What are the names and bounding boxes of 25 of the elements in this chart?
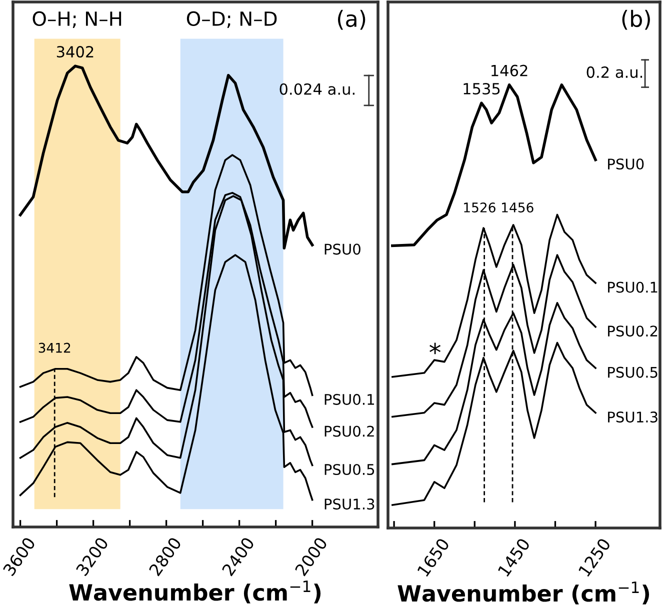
series-label: PSU1.3	[324, 498, 374, 510]
series-label: PSU0.1	[608, 282, 658, 293]
series-label: PSU0.2	[324, 426, 374, 437]
x-axis-title: Wavenumber (cm$^{−1}$)	[398, 582, 650, 604]
ref-line-label: 1526	[464, 202, 496, 212]
band-label: O–H; N–H	[32, 11, 122, 28]
ref-line-label: 1456	[502, 202, 534, 212]
annotation: 1535	[464, 82, 500, 95]
series-label: PSU0.5	[608, 366, 658, 378]
series-label: PSU0	[324, 244, 360, 255]
ref-line-label: 3412	[38, 342, 70, 353]
text: 0.2 a.u.	[586, 66, 642, 78]
series-label: PSU1.3	[608, 412, 658, 423]
series-label: PSU0.2	[608, 326, 658, 337]
annotation: 0.024 a.u.	[280, 83, 354, 95]
series-label: PSU0	[608, 158, 644, 170]
chart-title: (a)	[338, 10, 366, 30]
annotation: 3402	[56, 46, 94, 58]
annotation: *	[430, 342, 441, 354]
chart-title: (b)	[622, 10, 650, 30]
x-axis-title: Wavenumber (cm$^{−1}$)	[69, 580, 321, 604]
series-label: PSU0.5	[324, 464, 374, 476]
band-label: O–D; N–D	[186, 11, 277, 28]
series-label: PSU0.1	[324, 394, 374, 405]
annotation: 1462	[492, 64, 528, 76]
